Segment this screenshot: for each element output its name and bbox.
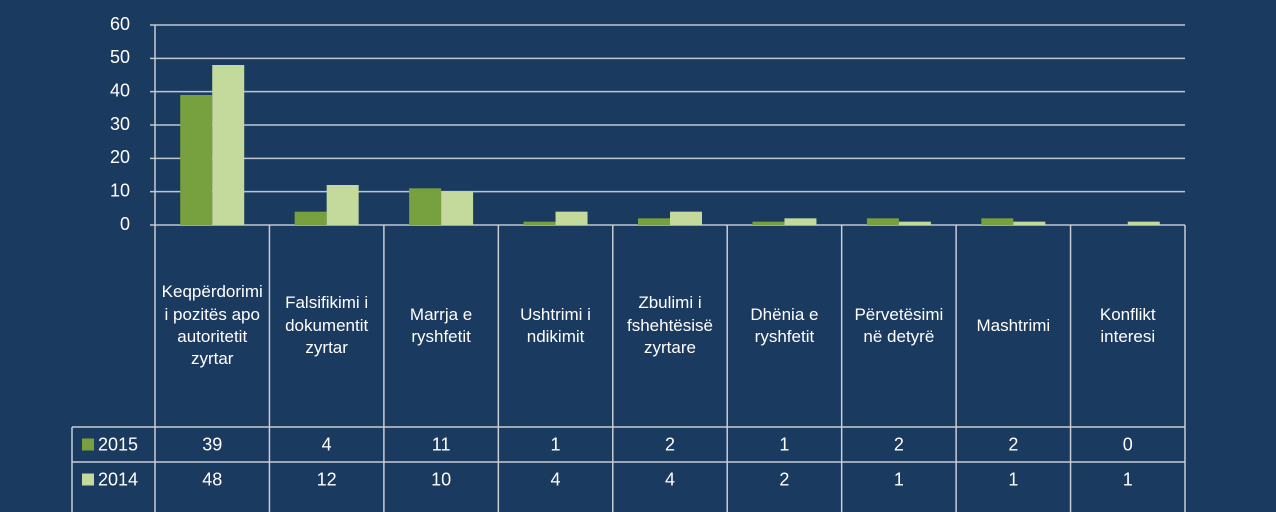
y-tick-label: 50 [110,47,130,67]
category-cell: Keqpërdorimi i pozitës apo autoritetit z… [161,282,263,369]
bar [1013,221,1046,225]
y-tick-label: 40 [110,80,130,100]
table-value: 2 [894,434,904,454]
legend-swatch [82,438,94,451]
table-value: 39 [202,434,222,454]
bar [294,211,327,225]
x-tick-label: Mashtrimi [976,315,1051,335]
bar [1127,221,1160,225]
x-tick-label: Konflikt interesi [1099,304,1156,346]
table-value: 4 [665,469,675,489]
table-value: 1 [1008,469,1018,489]
category-cell: Mashtrimi [976,315,1051,335]
bar [523,221,556,225]
category-cell: Marrja e ryshfetit [409,304,473,346]
x-tick-label: Ushtrimi i ndikimit [520,304,591,346]
table-value: 1 [894,469,904,489]
table-value: 2 [779,469,789,489]
bar [180,95,213,225]
table-value: 4 [322,434,332,454]
y-tick-label: 60 [110,14,130,34]
bar [326,185,359,225]
table-value: 1 [1123,469,1133,489]
table-value: 1 [779,434,789,454]
bar [898,221,931,225]
x-tick-label: Marrja e ryshfetit [409,304,473,346]
table-value: 2 [1008,434,1018,454]
bar [441,191,474,225]
category-cell: Dhënia e ryshfetit [750,304,819,346]
legend-label: 2015 [98,434,138,454]
category-cell: Përvetësimi në detyrë [854,304,944,346]
table-value: 4 [551,469,561,489]
x-tick-label: Përvetësimi në detyrë [854,304,944,346]
bar [981,218,1014,225]
category-cell: Ushtrimi i ndikimit [520,304,591,346]
bar [670,211,702,225]
bar [212,65,245,225]
y-tick-label: 30 [110,114,130,134]
x-tick-label: Zbulimi i fshehtësisë zyrtare [626,293,713,358]
bar [409,188,442,225]
legend-label: 2014 [98,469,138,489]
bar [784,218,817,225]
category-cell: Zbulimi i fshehtësisë zyrtare [626,293,713,358]
y-tick-label: 0 [120,214,130,234]
table-value: 48 [202,469,222,489]
category-cell: Falsifikimi i dokumentit zyrtar [285,293,369,358]
table-value: 11 [432,434,451,454]
category-cell: Konflikt interesi [1099,304,1156,346]
table-value: 1 [551,434,561,454]
y-tick-label: 20 [110,147,130,167]
legend-swatch [82,473,94,486]
table-value: 2 [665,434,675,454]
table-value: 10 [431,469,451,489]
table-value: 12 [317,469,337,489]
bar [638,218,670,225]
bar [866,218,899,225]
x-tick-label: Dhënia e ryshfetit [750,304,819,346]
y-tick-label: 10 [110,180,130,200]
table-value: 0 [1123,434,1133,454]
x-tick-label: Falsifikimi i dokumentit zyrtar [285,293,369,358]
bar [555,211,588,225]
bar [752,221,785,225]
x-tick-label: Keqpërdorimi i pozitës apo autoritetit z… [161,282,263,369]
